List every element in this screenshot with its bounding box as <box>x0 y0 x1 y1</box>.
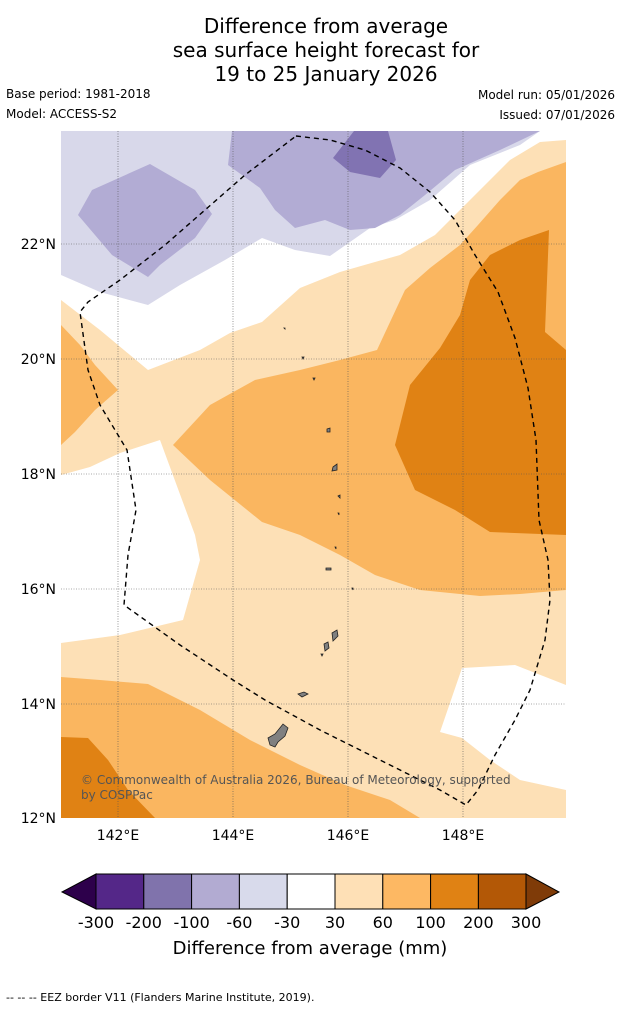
colorbar-segment-2 <box>143 873 193 910</box>
contour-positive-60-southwest <box>61 677 420 818</box>
island-alamagan <box>337 494 341 499</box>
title-line-2: sea surface height forecast for <box>172 38 480 62</box>
lat-label-16: 16°N <box>21 582 56 598</box>
island-farallon-de-pajaros <box>283 327 286 330</box>
island-aguijan <box>320 653 324 657</box>
model-label: Model: ACCESS-S2 <box>6 107 118 121</box>
colorbar-tick-8: 100 <box>415 913 446 932</box>
colorbar-segment-1 <box>95 873 145 910</box>
copyright-line-1: © Commonwealth of Australia 2026, Bureau… <box>81 773 511 787</box>
island-anatahan <box>325 567 332 571</box>
colorbar-segment-8 <box>430 873 479 910</box>
colorbar-segment-9 <box>477 873 527 910</box>
graticule <box>61 131 566 818</box>
colorbar-tick-5: -30 <box>274 913 300 932</box>
lat-label-20: 20°N <box>21 352 56 368</box>
lon-label-148: 148°E <box>442 828 485 844</box>
colorbar-extend-high <box>525 873 561 910</box>
island-sarigan <box>334 546 337 550</box>
colorbar-title: Difference from average (mm) <box>173 938 448 959</box>
issued-label: Issued: 07/01/2026 <box>499 108 615 122</box>
colorbar-tick-4: -60 <box>226 913 252 932</box>
island-guguan <box>337 512 340 516</box>
colorbar-tick-6: 30 <box>325 913 345 932</box>
colorbar-segment-3 <box>191 873 240 910</box>
lat-label-14: 14°N <box>21 697 56 713</box>
latitude-labels: 22°N 20°N 18°N 16°N 14°N 12°N <box>21 237 56 827</box>
forecast-map: © Commonwealth of Australia 2026, Bureau… <box>21 131 566 959</box>
lon-label-142: 142°E <box>97 828 140 844</box>
colorbar-tick-2: -200 <box>126 913 162 932</box>
island-guam <box>267 723 289 748</box>
colorbar-segment-7 <box>382 873 432 910</box>
chart-title: Difference from average sea surface heig… <box>0 14 621 86</box>
contour-positive-100-east <box>395 230 566 535</box>
colorbar: -300 -200 -100 -60 -30 30 60 100 200 300… <box>60 873 561 959</box>
lat-label-22: 22°N <box>21 237 56 253</box>
colorbar-tick-3: -100 <box>173 913 209 932</box>
lon-label-144: 144°E <box>212 828 255 844</box>
contour-fields <box>61 131 566 818</box>
title-line-3: 19 to 25 January 2026 <box>214 62 438 86</box>
colorbar-segment-5 <box>286 873 336 910</box>
island-pagan <box>331 463 338 472</box>
island-farallon <box>351 587 354 591</box>
contour-positive-100-southwest <box>61 737 155 818</box>
colorbar-tick-7: 60 <box>373 913 393 932</box>
colorbar-tick-9: 200 <box>463 913 494 932</box>
longitude-labels: 142°E 144°E 146°E 148°E <box>97 828 485 844</box>
contour-positive-60-west <box>61 325 118 445</box>
lat-label-12: 12°N <box>21 811 56 827</box>
title-line-1: Difference from average <box>203 14 449 38</box>
colorbar-segment-4 <box>238 873 288 910</box>
colorbar-extend-low <box>60 873 97 910</box>
colorbar-tick-1: -300 <box>78 913 114 932</box>
contour-negative-medium-north <box>228 131 540 230</box>
island-rota <box>297 691 309 698</box>
colorbar-tick-10: 300 <box>511 913 542 932</box>
colorbar-segment-6 <box>334 873 384 910</box>
contour-negative-dark <box>333 131 396 178</box>
island-saipan <box>331 629 339 642</box>
model-run-label: Model run: 05/01/2026 <box>477 88 615 102</box>
islands <box>267 327 354 748</box>
island-asuncion <box>312 377 316 381</box>
lon-label-146: 146°E <box>327 828 370 844</box>
eez-border-legend: -- -- -- EEZ border V11 (Flanders Marine… <box>6 991 315 1004</box>
island-maug <box>301 356 305 360</box>
island-agrihan <box>326 427 331 433</box>
lat-label-18: 18°N <box>21 467 56 483</box>
island-tinian <box>323 641 330 652</box>
contour-negative-medium-west <box>78 164 212 277</box>
base-period-label: Base period: 1981-2018 <box>6 87 151 101</box>
copyright-line-2: by COSPPac <box>81 788 153 802</box>
